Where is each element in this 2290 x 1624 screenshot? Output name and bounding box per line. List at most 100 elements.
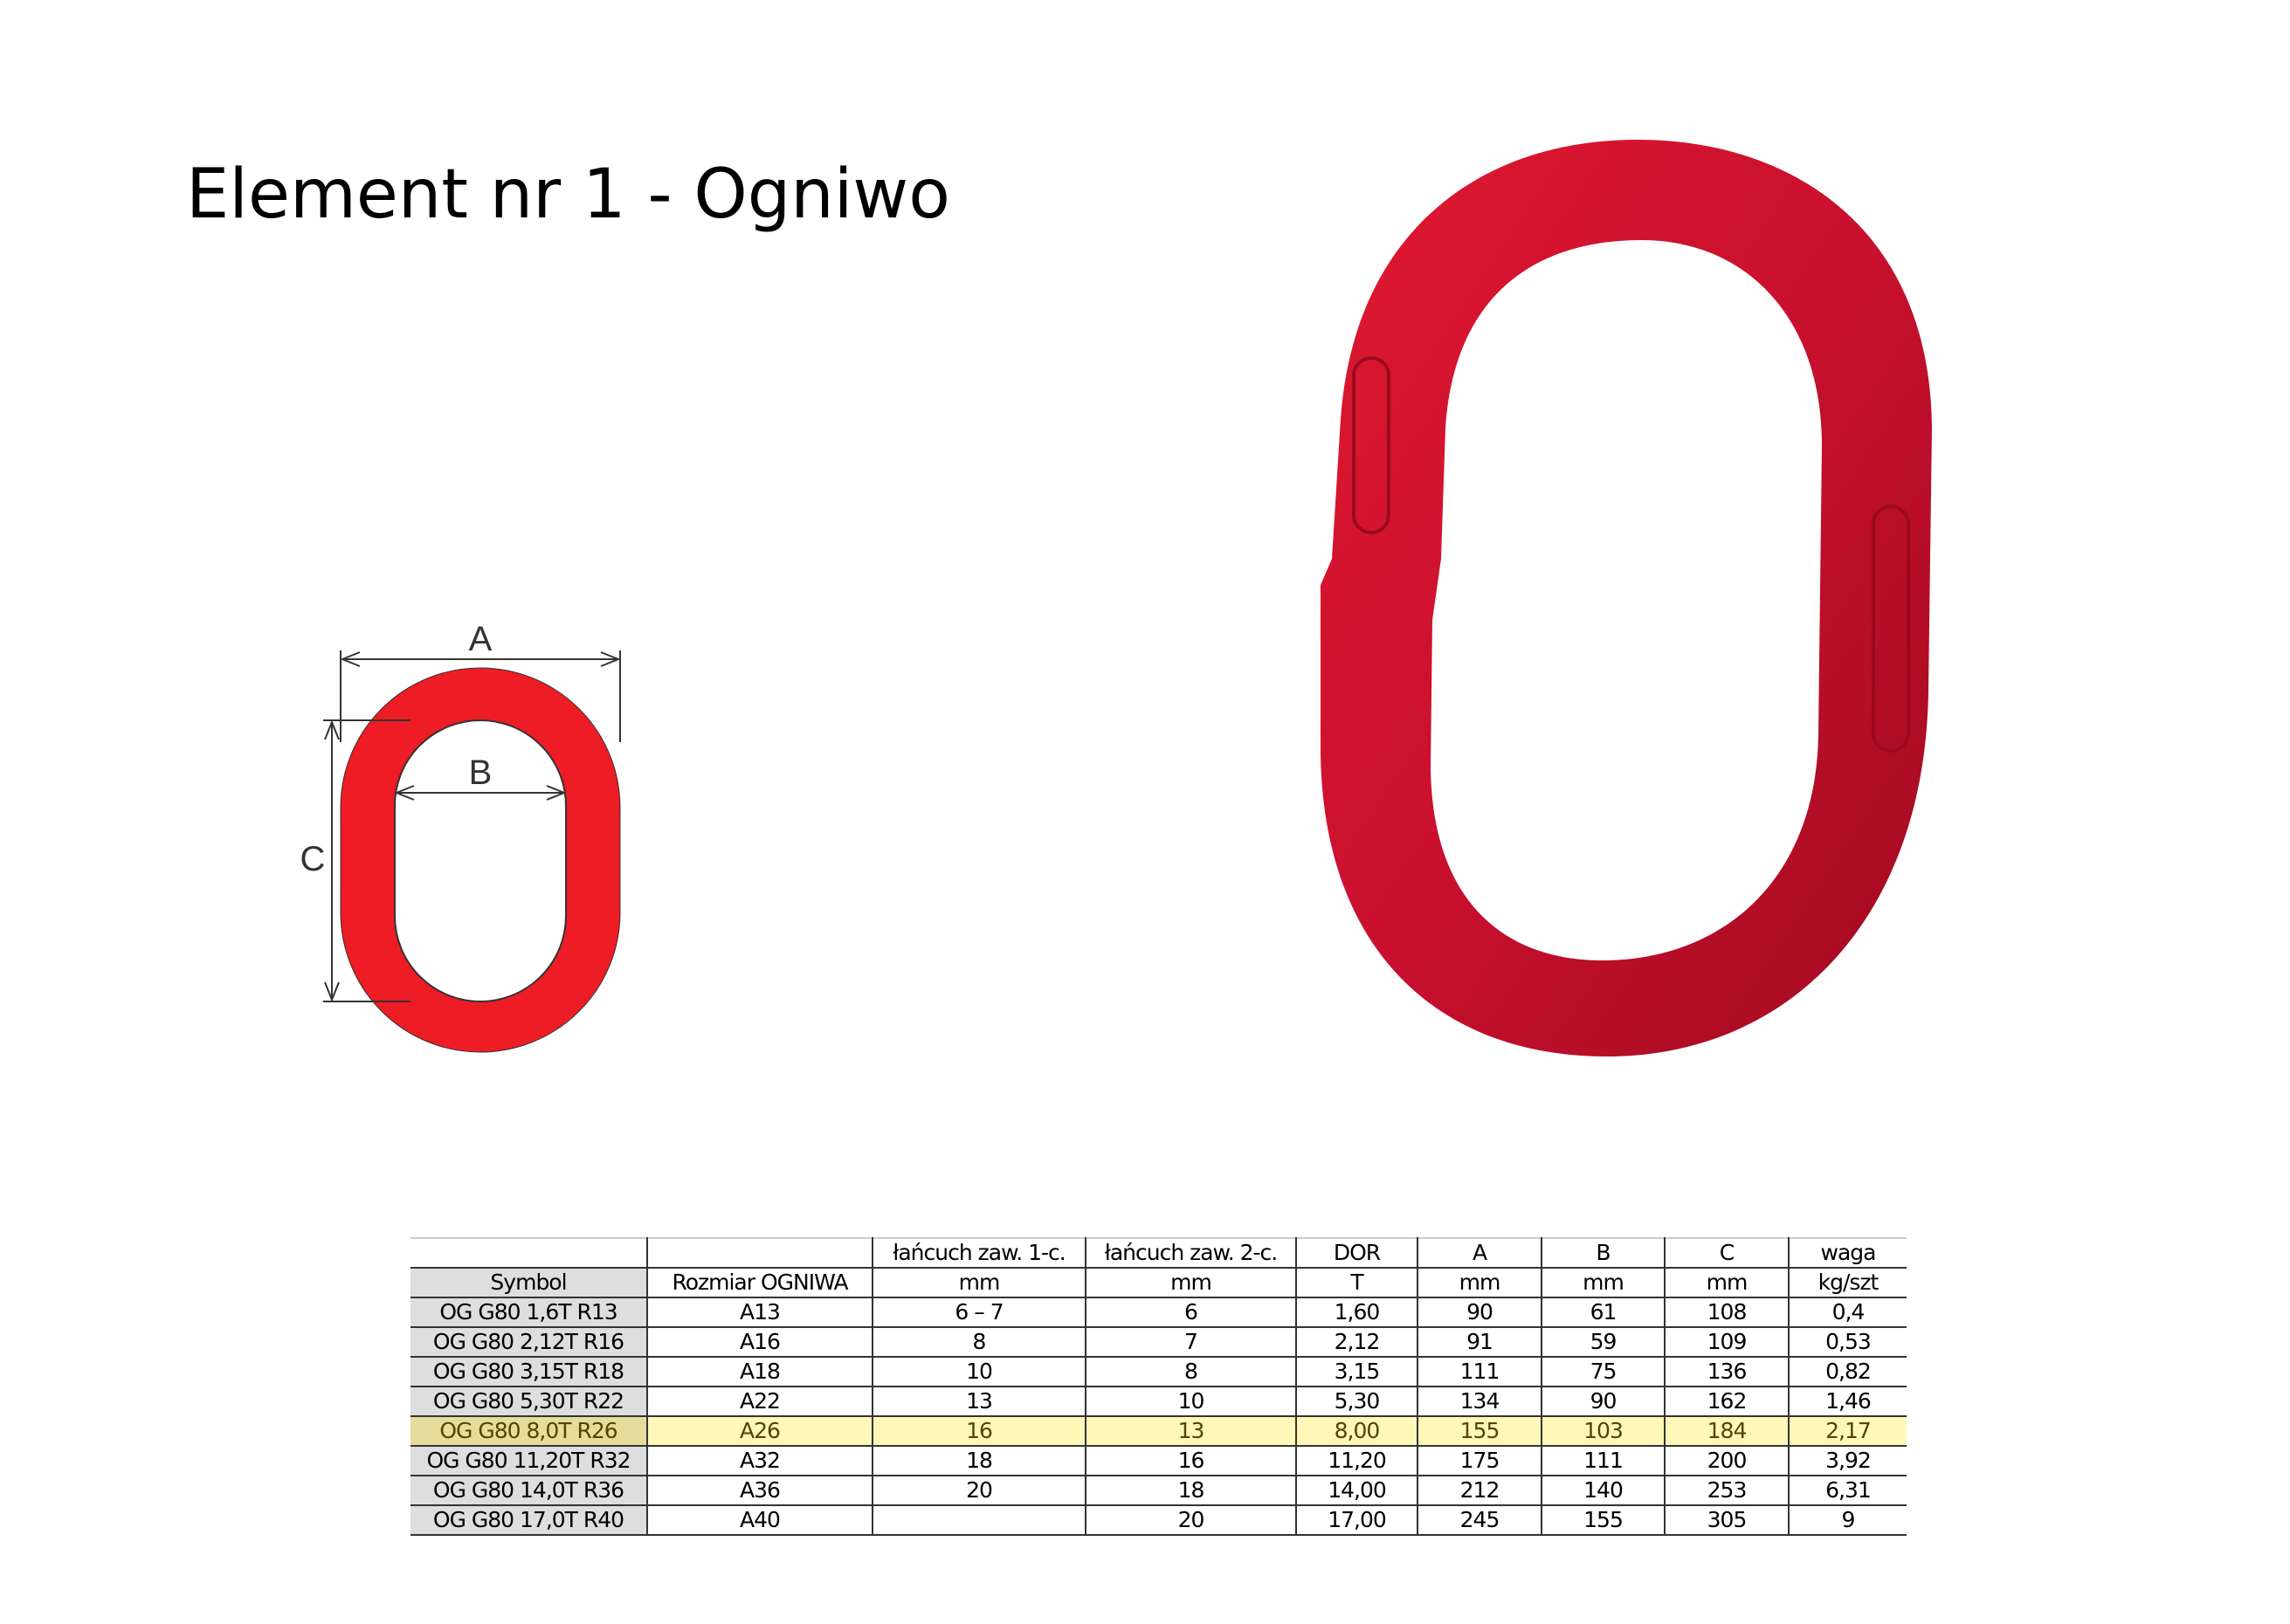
table-row: OG G80 14,0T R36 A36 20 18 14,00 212 140 253 6,3…: [410, 1476, 1907, 1506]
table-cell: mm: [1417, 1268, 1542, 1298]
label-c: C: [300, 840, 326, 878]
table-cell: [410, 1237, 648, 1269]
table-cell: 1,60: [1296, 1297, 1418, 1328]
dimension-diagram: A B C: [300, 620, 621, 1053]
table-cell: 11,20: [1296, 1446, 1418, 1476]
table-cell: 18: [1086, 1476, 1297, 1506]
table-cell: 162: [1665, 1387, 1790, 1417]
table-cell: 2,12: [1296, 1327, 1418, 1358]
table-cell: 8,00: [1296, 1416, 1418, 1447]
table-cell: 9: [1789, 1505, 1907, 1536]
table-cell: 136: [1665, 1357, 1790, 1387]
table-cell: mm: [1542, 1268, 1666, 1298]
table-cell: 7: [1086, 1327, 1297, 1358]
table-cell: 140: [1542, 1476, 1666, 1506]
table-cell: 6 – 7: [873, 1297, 1086, 1328]
table-cell: 0,53: [1789, 1327, 1907, 1358]
table-cell: 20: [1086, 1505, 1297, 1536]
table-cell: OG G80 17,0T R40: [410, 1505, 648, 1536]
table-cell: 16: [873, 1416, 1086, 1447]
table-cell: łańcuch zaw. 2-c.: [1086, 1237, 1297, 1269]
table-cell: OG G80 3,15T R18: [410, 1357, 648, 1387]
table-row: OG G80 2,12T R16 A16 8 7 2,12 91 59 109 0,53: [410, 1327, 1907, 1358]
table-cell: 111: [1542, 1446, 1666, 1476]
table-cell: A32: [647, 1446, 873, 1476]
table-cell: A16: [647, 1327, 873, 1358]
table-header-row: łańcuch zaw. 1-c. łańcuch zaw. 2-c. DOR A B C…: [410, 1237, 1907, 1269]
table-row: OG G80 5,30T R22 A22 13 10 5,30 134 90 162 1,46: [410, 1387, 1907, 1417]
table-cell: A: [1417, 1237, 1542, 1269]
table-cell: 8: [1086, 1357, 1297, 1387]
table-cell: 111: [1417, 1357, 1542, 1387]
table-cell: 108: [1665, 1297, 1790, 1328]
table-cell: 155: [1542, 1505, 1666, 1536]
label-a: A: [469, 620, 493, 658]
table-cell: Rozmiar OGNIWA: [647, 1268, 873, 1298]
label-b: B: [469, 754, 493, 792]
table-cell: 10: [873, 1357, 1086, 1387]
table-cell: A22: [647, 1387, 873, 1417]
table-cell: mm: [1665, 1268, 1790, 1298]
table-cell: OG G80 14,0T R36: [410, 1476, 648, 1506]
table-cell: 13: [1086, 1416, 1297, 1447]
table-cell: 253: [1665, 1476, 1790, 1506]
table-cell: 3,92: [1789, 1446, 1907, 1476]
table-cell: mm: [1086, 1268, 1297, 1298]
table-cell: 0,82: [1789, 1357, 1907, 1387]
table-cell: 91: [1417, 1327, 1542, 1358]
table-cell: A36: [647, 1476, 873, 1506]
table-cell: 245: [1417, 1505, 1542, 1536]
table-cell: 3,15: [1296, 1357, 1418, 1387]
table-cell: łańcuch zaw. 1-c.: [873, 1237, 1086, 1269]
table-cell: 10: [1086, 1387, 1297, 1417]
page-title: Element nr 1 - Ogniwo: [186, 155, 950, 234]
table-cell: A40: [647, 1505, 873, 1536]
table-cell: 103: [1542, 1416, 1666, 1447]
table-cell: 59: [1542, 1327, 1666, 1358]
link-ring: [1320, 140, 1932, 1056]
table-cell: 305: [1665, 1505, 1790, 1536]
table-row: OG G80 17,0T R40 A40 20 17,00 245 155 305 9: [410, 1505, 1907, 1536]
table-cell: 134: [1417, 1387, 1542, 1417]
table-cell: 14,00: [1296, 1476, 1418, 1506]
table-cell: 155: [1417, 1416, 1542, 1447]
table-cell: 18: [873, 1446, 1086, 1476]
table-cell: 61: [1542, 1297, 1666, 1328]
table-cell: 75: [1542, 1357, 1666, 1387]
table-cell: 90: [1542, 1387, 1666, 1417]
table-cell: 90: [1417, 1297, 1542, 1328]
table-cell: mm: [873, 1268, 1086, 1298]
table-cell: [873, 1505, 1086, 1536]
link-inner-shape: [394, 719, 567, 1002]
table-cell: DOR: [1296, 1237, 1418, 1269]
table-cell: 1,46: [1789, 1387, 1907, 1417]
table-cell: 6,31: [1789, 1476, 1907, 1506]
table-cell: 184: [1665, 1416, 1790, 1447]
table-cell: A26: [647, 1416, 873, 1447]
table-row: OG G80 1,6T R13 A13 6 – 7 6 1,60 90 61 108 0,4: [410, 1297, 1907, 1328]
table-cell: B: [1542, 1237, 1666, 1269]
table-cell: [647, 1237, 873, 1269]
table-cell: Symbol: [410, 1268, 648, 1298]
table-cell: 2,17: [1789, 1416, 1907, 1447]
table-cell: 20: [873, 1476, 1086, 1506]
table-cell: 17,00: [1296, 1505, 1418, 1536]
table-cell: 212: [1417, 1476, 1542, 1506]
table-cell: OG G80 5,30T R22: [410, 1387, 648, 1417]
table-cell: C: [1665, 1237, 1790, 1269]
table-cell: 8: [873, 1327, 1086, 1358]
table-cell: 109: [1665, 1327, 1790, 1358]
specification-table: łańcuch zaw. 1-c. łańcuch zaw. 2-c. DOR A B C…: [410, 1237, 1907, 1536]
table-cell: 16: [1086, 1446, 1297, 1476]
table-cell: 5,30: [1296, 1387, 1418, 1417]
table-cell: A13: [647, 1297, 873, 1328]
table-row: OG G80 3,15T R18 A18 10 8 3,15 111 75 136 0,82: [410, 1357, 1907, 1387]
table-cell: 6: [1086, 1297, 1297, 1328]
table-row: OG G80 8,0T R26 A26 16 13 8,00 155 103 184 2,17: [410, 1416, 1907, 1447]
table-cell: kg/szt: [1789, 1268, 1907, 1298]
table-cell: OG G80 8,0T R26: [410, 1416, 648, 1447]
table-cell: 200: [1665, 1446, 1790, 1476]
table-row: OG G80 11,20T R32 A32 18 16 11,20 175 111 200 3,…: [410, 1446, 1907, 1476]
table-cell: OG G80 2,12T R16: [410, 1327, 648, 1358]
table-cell: 0,4: [1789, 1297, 1907, 1328]
